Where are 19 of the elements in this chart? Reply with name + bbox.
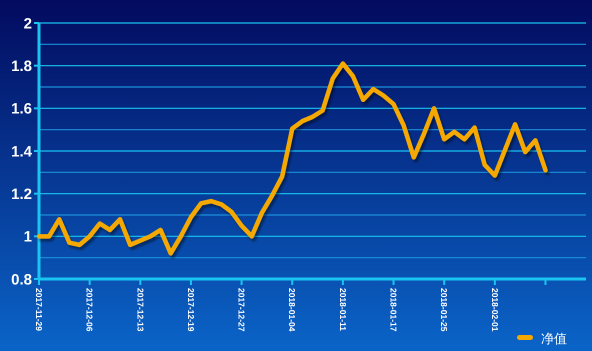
x-tick-label: 2018-01-25: [439, 288, 450, 332]
x-tick-label: 2017-12-27: [236, 288, 247, 332]
line-series: [36, 61, 548, 256]
y-tick-label: 0.8: [11, 271, 32, 288]
legend-label: 净值: [541, 332, 567, 347]
y-tick-label: 1.2: [11, 186, 32, 203]
y-tick-label: 1.8: [11, 58, 32, 75]
x-tick-label: 2018-02-01: [490, 288, 500, 332]
x-tick-label: 2017-11-29: [34, 288, 44, 332]
x-tick-label: 2017-12-06: [84, 288, 95, 332]
x-tick-label: 2018-01-11: [338, 288, 348, 332]
x-tick-label: 2018-01-17: [388, 288, 399, 332]
y-tick-label: 1.6: [11, 100, 32, 118]
y-tick-label: 2: [24, 15, 32, 32]
x-tick-label: 2017-12-19: [186, 288, 196, 332]
x-tick-label: 2018-01-04: [287, 288, 298, 332]
y-tick-label: 1.4: [11, 143, 33, 160]
y-tick-label: 1: [24, 228, 32, 246]
x-tick-label: 2017-12-13: [135, 288, 146, 332]
